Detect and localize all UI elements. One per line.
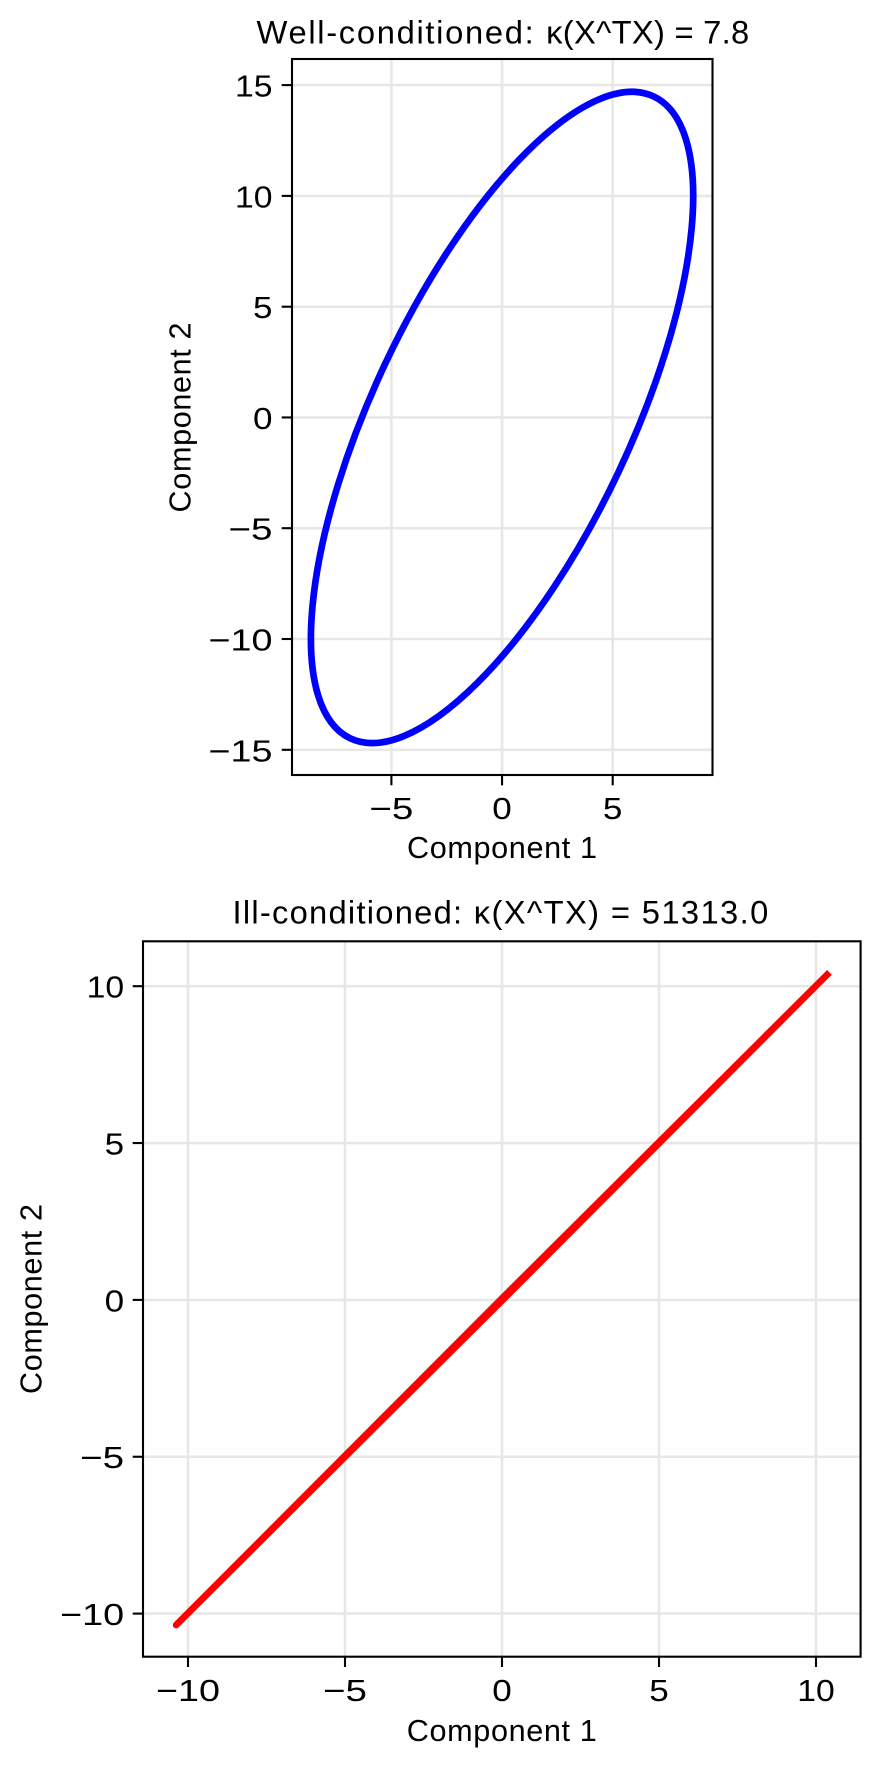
svg-text:Ill-conditioned: κ(X^TX) = 513: Ill-conditioned: κ(X^TX) = 51313.0 xyxy=(233,894,769,931)
svg-text:−10: −10 xyxy=(156,1674,220,1708)
svg-text:5: 5 xyxy=(105,1128,125,1162)
svg-text:−5: −5 xyxy=(229,513,273,547)
svg-text:10: 10 xyxy=(235,180,273,214)
svg-text:Component 1: Component 1 xyxy=(407,1714,597,1748)
svg-text:−5: −5 xyxy=(369,792,413,826)
svg-text:10: 10 xyxy=(87,971,125,1005)
svg-text:0: 0 xyxy=(253,402,273,436)
svg-text:0: 0 xyxy=(105,1284,125,1318)
svg-text:Component 2: Component 2 xyxy=(164,322,198,512)
svg-text:Component 1: Component 1 xyxy=(407,831,597,865)
svg-text:Component 2: Component 2 xyxy=(15,1204,49,1394)
svg-text:10: 10 xyxy=(797,1674,835,1708)
svg-text:−5: −5 xyxy=(323,1674,367,1708)
svg-text:−5: −5 xyxy=(80,1441,124,1475)
svg-text:−10: −10 xyxy=(209,624,273,658)
svg-text:Well-conditioned: κ(X^TX) = 7.: Well-conditioned: κ(X^TX) = 7.8 xyxy=(257,14,750,51)
svg-text:−15: −15 xyxy=(209,734,273,768)
svg-text:0: 0 xyxy=(492,792,512,826)
svg-text:5: 5 xyxy=(603,792,623,826)
svg-text:0: 0 xyxy=(492,1674,512,1708)
svg-text:15: 15 xyxy=(235,70,273,104)
svg-text:−10: −10 xyxy=(60,1598,124,1632)
svg-text:5: 5 xyxy=(649,1674,669,1708)
svg-text:5: 5 xyxy=(253,291,273,325)
